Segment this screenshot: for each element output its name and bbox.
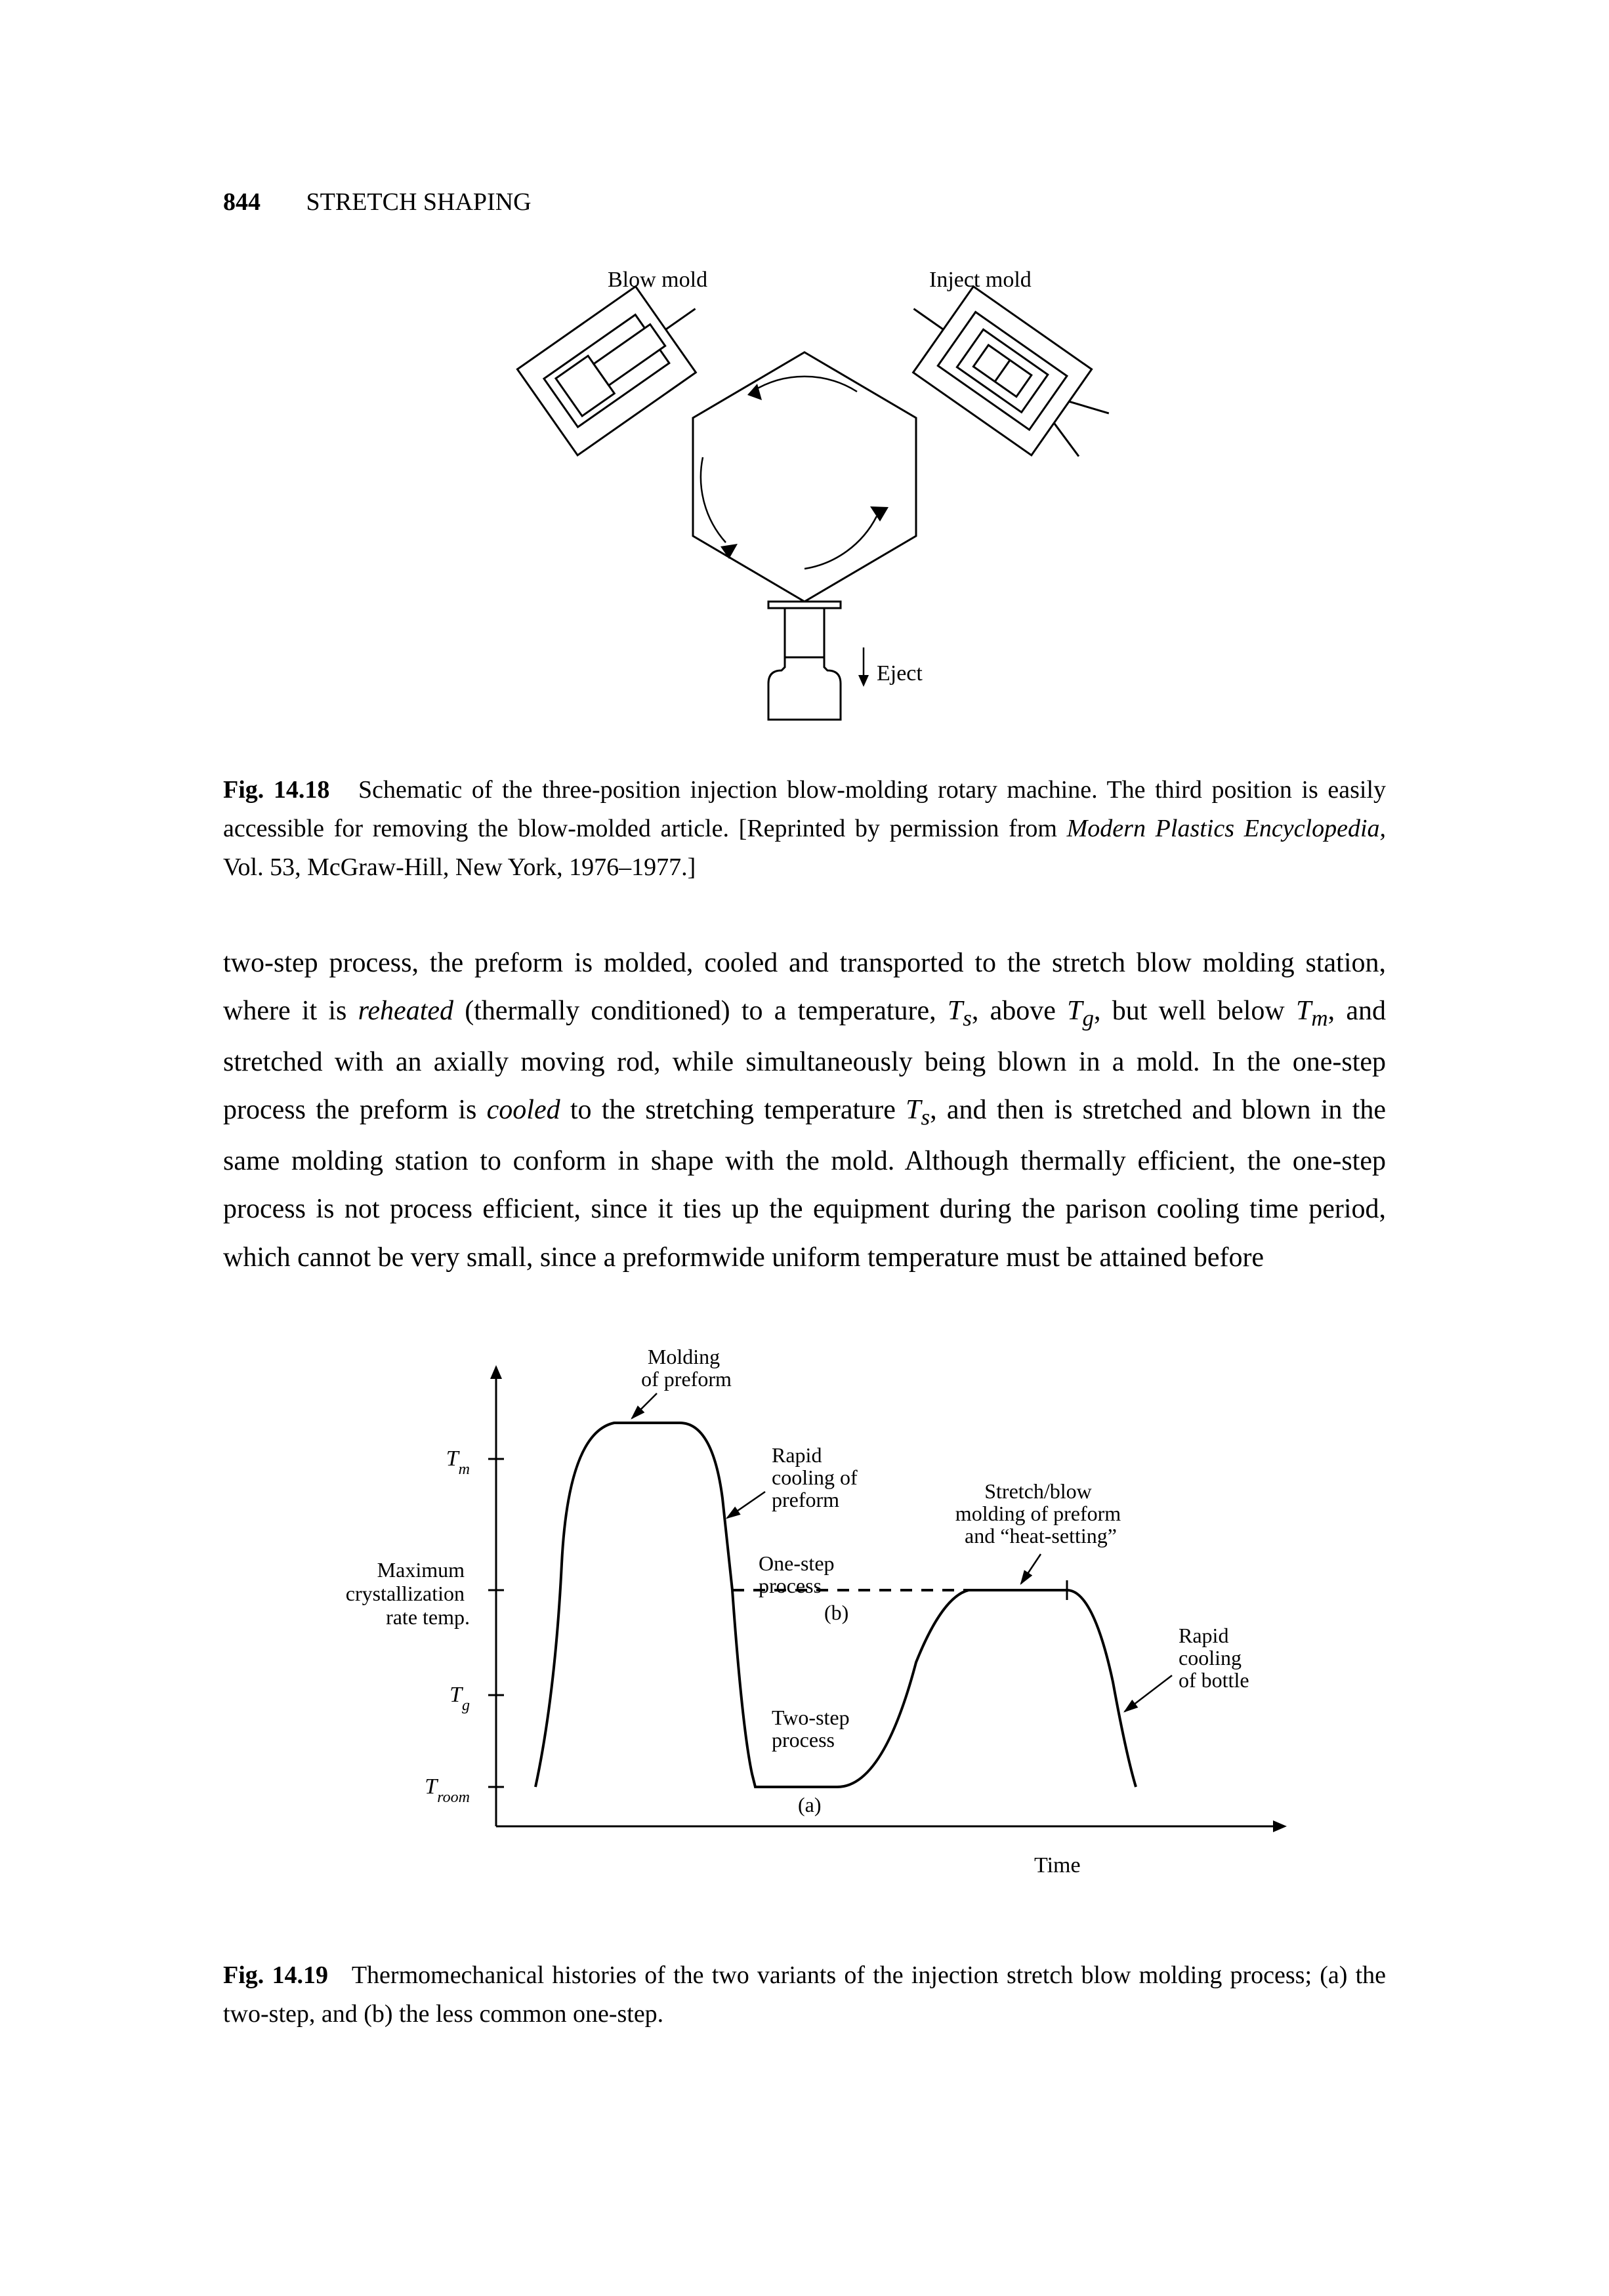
rotary-machine-diagram: Blow mold Inject mold Eject	[444, 260, 1165, 733]
svg-text:Rapid cooling: Rapid cooling of bottle	[1179, 1624, 1249, 1692]
page-header: 844 STRETCH SHAPING	[223, 184, 1386, 221]
svg-text:Stretch/blow molding o: Stretch/blow molding of preform and “hea…	[955, 1479, 1126, 1548]
blow-mold-label: Blow mold	[608, 268, 707, 292]
figure-14-19: Tm Maximum crystallization rate temp. Tg…	[223, 1328, 1386, 1923]
body-paragraph: two-step process, the preform is molded,…	[223, 939, 1386, 1282]
caption-italic: Modern Plastics Encyclopedia,	[1067, 815, 1386, 842]
label-b: (b)	[824, 1601, 848, 1624]
svg-text:Tg: Tg	[449, 1683, 470, 1714]
figure-14-18: Blow mold Inject mold Eject	[223, 260, 1386, 738]
thermomechanical-chart: Tm Maximum crystallization rate temp. Tg…	[247, 1328, 1362, 1918]
fig-label: Fig. 14.18	[223, 776, 329, 804]
label-a: (a)	[798, 1793, 822, 1816]
svg-text:Molding of preform: Molding of preform	[641, 1345, 732, 1391]
caption-text-2: Vol. 53, McGraw-Hill, New York, 1976–197…	[223, 853, 696, 881]
figure-14-18-caption: Fig. 14.18 Schematic of the three-positi…	[223, 771, 1386, 887]
chapter-title: STRETCH SHAPING	[306, 188, 532, 216]
svg-text:Rapid cooling of: Rapid cooling of preform	[772, 1443, 863, 1511]
eject-label: Eject	[877, 661, 923, 686]
svg-text:Maximum crystallizatio: Maximum crystallization rate temp.	[346, 1558, 470, 1629]
page-number: 844	[223, 188, 261, 216]
inject-mold-label: Inject mold	[929, 268, 1032, 292]
svg-text:Troom: Troom	[425, 1774, 470, 1806]
ann-molding-l1: Molding	[648, 1345, 720, 1368]
svg-text:Two-step process: Two-step process	[772, 1706, 855, 1752]
caption-text-3: Thermomechanical histories of the two va…	[223, 1961, 1386, 2028]
x-axis-label: Time	[1034, 1853, 1081, 1877]
svg-text:Tm: Tm	[446, 1446, 470, 1478]
ann-molding-l2: of preform	[641, 1367, 732, 1391]
figure-14-19-caption: Fig. 14.19 Thermomechanical histories of…	[223, 1956, 1386, 2034]
fig-label-2: Fig. 14.19	[223, 1961, 328, 1989]
